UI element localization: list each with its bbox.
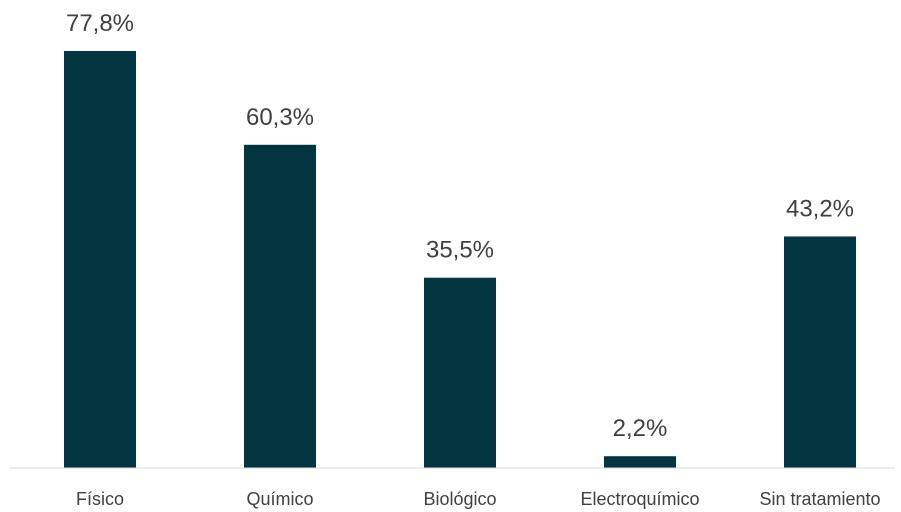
bars-group	[64, 51, 856, 468]
category-label-2: Biológico	[423, 489, 496, 509]
data-label-0: 77,8%	[66, 10, 134, 37]
category-label-4: Sin tratamiento	[759, 489, 880, 509]
category-label-0: Físico	[76, 489, 124, 509]
value-labels-group: 77,8% 60,3% 35,5% 2,2% 43,2%	[66, 10, 854, 442]
data-label-2: 35,5%	[426, 237, 494, 264]
data-label-1: 60,3%	[246, 104, 314, 131]
category-label-3: Electroquímico	[580, 489, 699, 509]
bar-1	[244, 144, 316, 468]
data-label-3: 2,2%	[613, 415, 668, 442]
data-label-4: 43,2%	[786, 195, 854, 222]
bar-4	[784, 236, 856, 468]
bar-0	[64, 51, 136, 468]
bar-2	[424, 277, 496, 468]
bar-3	[604, 456, 676, 468]
category-labels-group: Físico Químico Biológico Electroquímico Sin …	[76, 489, 881, 509]
category-label-1: Químico	[246, 489, 313, 509]
